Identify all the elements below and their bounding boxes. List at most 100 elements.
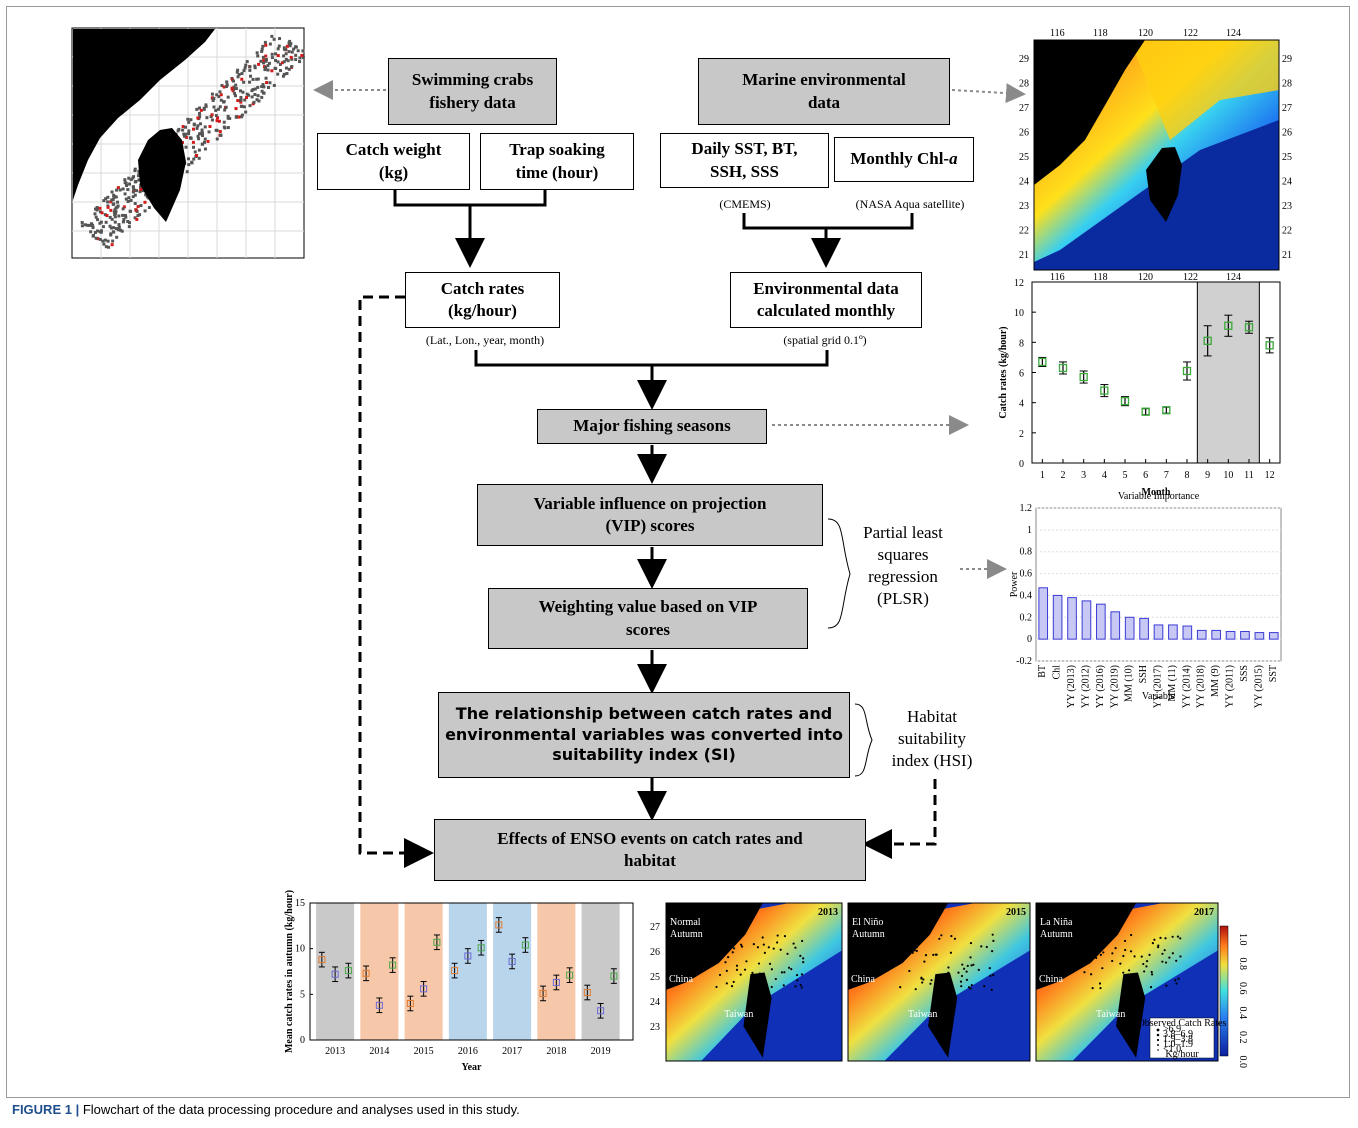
taiwan-label: Taiwan bbox=[1096, 1009, 1125, 1020]
catch-dot bbox=[1100, 945, 1104, 948]
sst-top-tick: 124 bbox=[1226, 28, 1241, 39]
catch-dot bbox=[1098, 982, 1102, 985]
catch-dot bbox=[751, 971, 754, 974]
y-tick-label: 1.2 bbox=[1020, 503, 1033, 514]
catch-dot bbox=[284, 52, 288, 56]
hsi-map-year: 2013 bbox=[818, 907, 838, 918]
catch-dot bbox=[277, 44, 281, 48]
x-tick-label: MM (9) bbox=[1210, 665, 1221, 697]
sst-left-tick: 24 bbox=[1019, 177, 1029, 188]
catch-dot bbox=[782, 984, 785, 987]
catch-dot bbox=[1164, 961, 1168, 964]
catch-dot bbox=[1140, 955, 1143, 958]
catch-dot bbox=[183, 134, 187, 138]
catch-dot bbox=[909, 948, 912, 952]
catch-dot bbox=[218, 90, 222, 94]
catch-dot bbox=[121, 187, 125, 191]
data-point bbox=[566, 971, 574, 979]
vip-bar bbox=[1268, 632, 1279, 640]
catch-dot bbox=[226, 126, 230, 130]
catch-dot bbox=[198, 122, 202, 126]
catch-dot bbox=[127, 225, 131, 229]
catch-dot bbox=[226, 114, 230, 118]
catch-dot-high bbox=[230, 87, 234, 91]
catch-dot bbox=[261, 44, 265, 48]
x-axis-label: Month bbox=[1142, 487, 1171, 498]
catch-dot bbox=[201, 133, 205, 137]
catch-dot bbox=[103, 213, 107, 217]
catch-dot bbox=[107, 245, 111, 249]
catch-dot bbox=[762, 943, 765, 946]
catch-dot bbox=[223, 126, 227, 130]
catch-dot bbox=[786, 952, 789, 955]
catch-dot bbox=[205, 116, 209, 120]
catch-dot bbox=[726, 956, 730, 959]
vip-bar bbox=[1211, 629, 1221, 640]
catch-dot bbox=[247, 93, 251, 97]
catch-dot bbox=[182, 132, 186, 136]
catch-dot bbox=[1101, 967, 1104, 970]
catch-dot bbox=[739, 973, 742, 976]
catch-dot bbox=[106, 200, 110, 204]
x-tick-label: 6 bbox=[1143, 470, 1148, 481]
catch-dot bbox=[237, 73, 241, 77]
x-tick-label: 5 bbox=[1123, 470, 1128, 481]
catch-dot bbox=[250, 89, 254, 93]
catch-dot bbox=[915, 945, 919, 949]
enso-band bbox=[493, 903, 532, 1040]
catch-dot bbox=[136, 214, 140, 218]
catch-dot bbox=[1171, 935, 1174, 938]
catch-dot bbox=[133, 201, 137, 205]
hsi-map-year: 2015 bbox=[1006, 907, 1026, 918]
catch-dot bbox=[902, 958, 905, 961]
vip-bar bbox=[1182, 625, 1193, 640]
catch-dot bbox=[197, 156, 201, 160]
catch-dot bbox=[776, 934, 779, 937]
catch-dot bbox=[287, 67, 291, 71]
catch-dot bbox=[124, 215, 128, 219]
catch-dot bbox=[893, 945, 896, 948]
catch-dot bbox=[911, 951, 914, 954]
legend-item: 1.9–3.8 bbox=[1163, 1034, 1193, 1045]
catch-dot bbox=[733, 947, 736, 950]
catch-dot bbox=[991, 933, 994, 936]
catch-dot bbox=[765, 985, 768, 988]
catch-dot bbox=[292, 47, 296, 51]
catch-dot-high bbox=[300, 54, 304, 58]
catch-dot-high bbox=[109, 200, 113, 204]
catch-dot bbox=[125, 184, 129, 188]
catch-dot-high bbox=[116, 186, 120, 190]
catch-dot bbox=[117, 225, 121, 229]
data-point bbox=[552, 978, 560, 986]
x-tick-label: 12 bbox=[1265, 470, 1275, 481]
catch-dot-high bbox=[245, 95, 249, 99]
catch-dot bbox=[109, 232, 113, 236]
catch-dot bbox=[1161, 952, 1164, 955]
vip-bar bbox=[1081, 600, 1092, 640]
sst-right-tick: 28 bbox=[1282, 79, 1292, 90]
catch-dot bbox=[296, 49, 300, 53]
catch-dot bbox=[236, 75, 240, 79]
catch-dot bbox=[718, 973, 722, 977]
catch-dot bbox=[111, 198, 115, 202]
vip-bar bbox=[1153, 624, 1164, 640]
catch-dot bbox=[133, 169, 137, 173]
catch-dot bbox=[131, 190, 135, 194]
catch-dot bbox=[961, 963, 964, 966]
lat-tick-label: 27 bbox=[650, 922, 660, 933]
catch-dot bbox=[219, 98, 223, 102]
catch-dot bbox=[88, 223, 92, 227]
major-seasons-box: Major fishing seasons bbox=[537, 409, 767, 444]
catch-dot-high bbox=[264, 43, 268, 47]
catch-dot bbox=[120, 229, 124, 233]
catch-dot bbox=[114, 226, 118, 230]
y-axis-label: Catch rates (kg/hour) bbox=[998, 326, 1009, 418]
catch-dot-high bbox=[257, 62, 261, 66]
catch-dot bbox=[113, 208, 117, 212]
x-tick-label: 2017 bbox=[502, 1046, 522, 1057]
y-tick-label: 8 bbox=[1019, 338, 1024, 349]
sst-left-tick: 29 bbox=[1019, 54, 1029, 65]
catch-dot bbox=[950, 934, 953, 938]
catch-dot bbox=[98, 210, 102, 214]
catch-dot-high bbox=[105, 214, 109, 218]
